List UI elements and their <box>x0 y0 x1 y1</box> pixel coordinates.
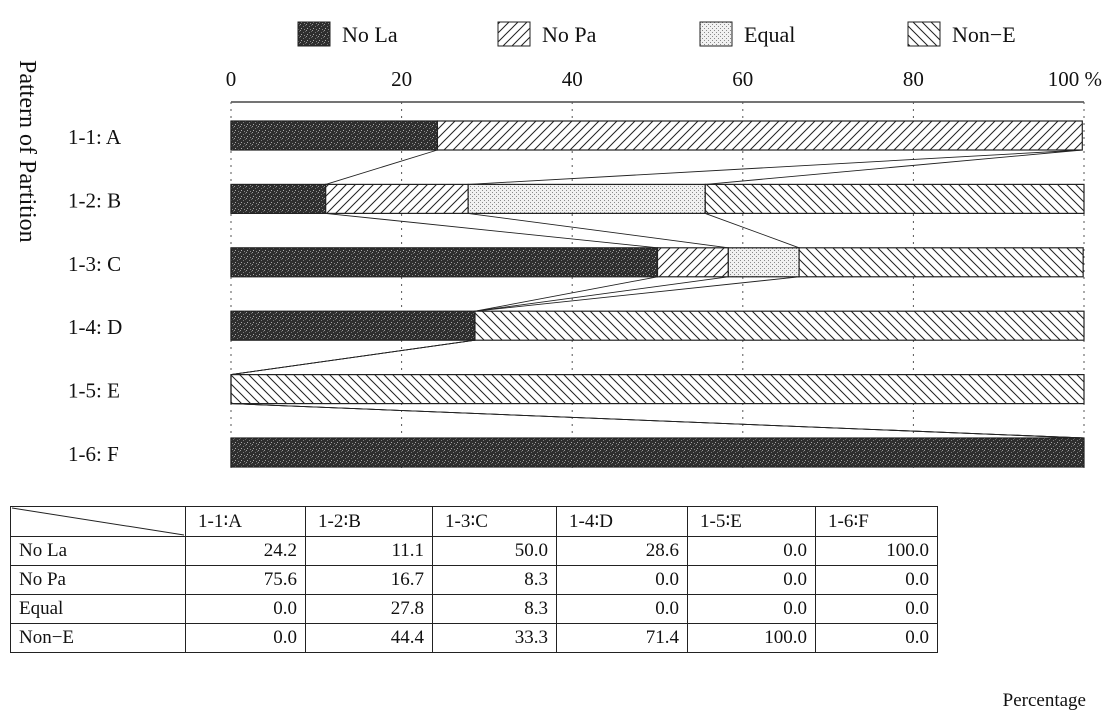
connector-line <box>468 212 729 249</box>
table-cell: 0.0 <box>815 594 938 624</box>
table-column-header: 1-3∶C <box>432 506 557 537</box>
legend-swatch <box>907 21 941 47</box>
bars <box>230 120 1085 468</box>
bar-segment <box>727 247 800 278</box>
stacked-bar-chart: Pattern of Partition No La No Pa Equal Non−… <box>14 21 1102 470</box>
table-cell: 0.0 <box>687 594 816 624</box>
table-column-header: 1-2∶B <box>305 506 433 537</box>
table-corner-cell <box>10 506 186 537</box>
connector-line <box>325 149 438 185</box>
x-tick-label: 20 <box>391 67 412 91</box>
category-labels: 1-1: A 1-2: B 1-3: C 1-4: D 1-5: E 1-6: F <box>68 125 122 466</box>
table-cell: 0.0 <box>556 594 688 624</box>
table-cell: 33.3 <box>432 623 557 653</box>
table-cell: 0.0 <box>556 565 688 595</box>
table-column-header: 1-4∶D <box>556 506 688 537</box>
gridlines <box>230 101 1085 470</box>
table-cell: 16.7 <box>305 565 433 595</box>
legend-label: Equal <box>744 22 795 47</box>
table-cell: 27.8 <box>305 594 433 624</box>
table-cell: 24.2 <box>185 536 306 566</box>
table-cell: 0.0 <box>815 623 938 653</box>
bar-segment <box>474 310 1085 341</box>
table-cell: 8.3 <box>432 565 557 595</box>
x-tick-label: 100 % <box>1048 67 1102 91</box>
bar-segment <box>230 437 1085 468</box>
category-label: 1-3: C <box>68 252 121 276</box>
table-column-header: 1-5∶E <box>687 506 816 537</box>
bar-segment <box>798 247 1084 278</box>
connector-line <box>705 212 800 249</box>
table-row: No La 24.2 11.1 50.0 28.6 0.0 100.0 <box>10 536 938 566</box>
table-cell: 0.0 <box>687 536 816 566</box>
bar-segment <box>467 183 706 214</box>
bar-segment <box>325 183 469 214</box>
bar-segment <box>436 120 1083 151</box>
x-tick-label: 0 <box>226 67 237 91</box>
legend-swatch <box>699 21 733 47</box>
connector-line <box>474 276 729 312</box>
legend-label: No Pa <box>542 22 597 47</box>
table-cell: 0.0 <box>185 594 306 624</box>
category-label: 1-4: D <box>68 315 122 339</box>
table-cell: 44.4 <box>305 623 433 653</box>
x-tick-label: 80 <box>903 67 924 91</box>
connector-line <box>474 276 800 312</box>
table-cell: 8.3 <box>432 594 557 624</box>
bar-segment <box>230 183 327 214</box>
connector-line <box>230 403 1085 439</box>
table-cell: 100.0 <box>815 536 938 566</box>
table-row-label: No Pa <box>10 565 186 595</box>
table-row: No Pa 75.6 16.7 8.3 0.0 0.0 0.0 <box>10 565 938 595</box>
table-row: Equal 0.0 27.8 8.3 0.0 0.0 0.0 <box>10 594 938 624</box>
x-tick-label: 40 <box>562 67 583 91</box>
connector-line <box>474 276 658 312</box>
x-tick-label: 60 <box>732 67 753 91</box>
table-row-label: Equal <box>10 594 186 624</box>
legend-label: Non−E <box>952 22 1016 47</box>
table-row-label: No La <box>10 536 186 566</box>
connector-line <box>468 149 1083 185</box>
y-axis-title: Pattern of Partition <box>14 60 40 243</box>
table-cell: 0.0 <box>687 565 816 595</box>
table-row-label: Non−E <box>10 623 186 653</box>
table-cell: 0.0 <box>185 623 306 653</box>
bar-segment <box>230 247 659 278</box>
category-label: 1-5: E <box>68 379 120 403</box>
category-label: 1-2: B <box>68 188 121 212</box>
table-column-header: 1-1∶A <box>185 506 306 537</box>
table-cell: 100.0 <box>687 623 816 653</box>
bar-segment <box>230 374 1085 405</box>
table-cell: 50.0 <box>432 536 557 566</box>
legend: No La No Pa Equal Non−E <box>297 21 1016 47</box>
unit-note: Percentage <box>1002 690 1086 711</box>
connector-line <box>230 339 476 376</box>
bar-segment <box>704 183 1085 214</box>
connector-lines <box>230 149 1085 439</box>
table-cell: 28.6 <box>556 536 688 566</box>
category-label: 1-6: F <box>68 442 119 466</box>
legend-label: No La <box>342 22 398 47</box>
connector-line <box>325 212 658 249</box>
category-label: 1-1: A <box>68 125 122 149</box>
table-cell: 71.4 <box>556 623 688 653</box>
table-cell: 75.6 <box>185 565 306 595</box>
connector-line <box>705 149 1083 185</box>
table-cell: 0.0 <box>815 565 938 595</box>
bar-segment <box>230 120 439 151</box>
table-cell: 11.1 <box>305 536 433 566</box>
legend-swatch <box>497 21 531 47</box>
table-row: Non−E 0.0 44.4 33.3 71.4 100.0 0.0 <box>10 623 938 653</box>
bar-segment <box>656 247 729 278</box>
data-table: 1-1∶A 1-2∶B 1-3∶C 1-4∶D 1-5∶E 1-6∶F No L… <box>10 506 938 653</box>
legend-swatch <box>297 21 331 47</box>
bar-segment <box>230 310 476 341</box>
table-header-row: 1-1∶A 1-2∶B 1-3∶C 1-4∶D 1-5∶E 1-6∶F <box>10 506 938 537</box>
x-axis-ticks: 0 20 40 60 80 100 % <box>226 67 1102 91</box>
table-column-header: 1-6∶F <box>815 506 938 537</box>
